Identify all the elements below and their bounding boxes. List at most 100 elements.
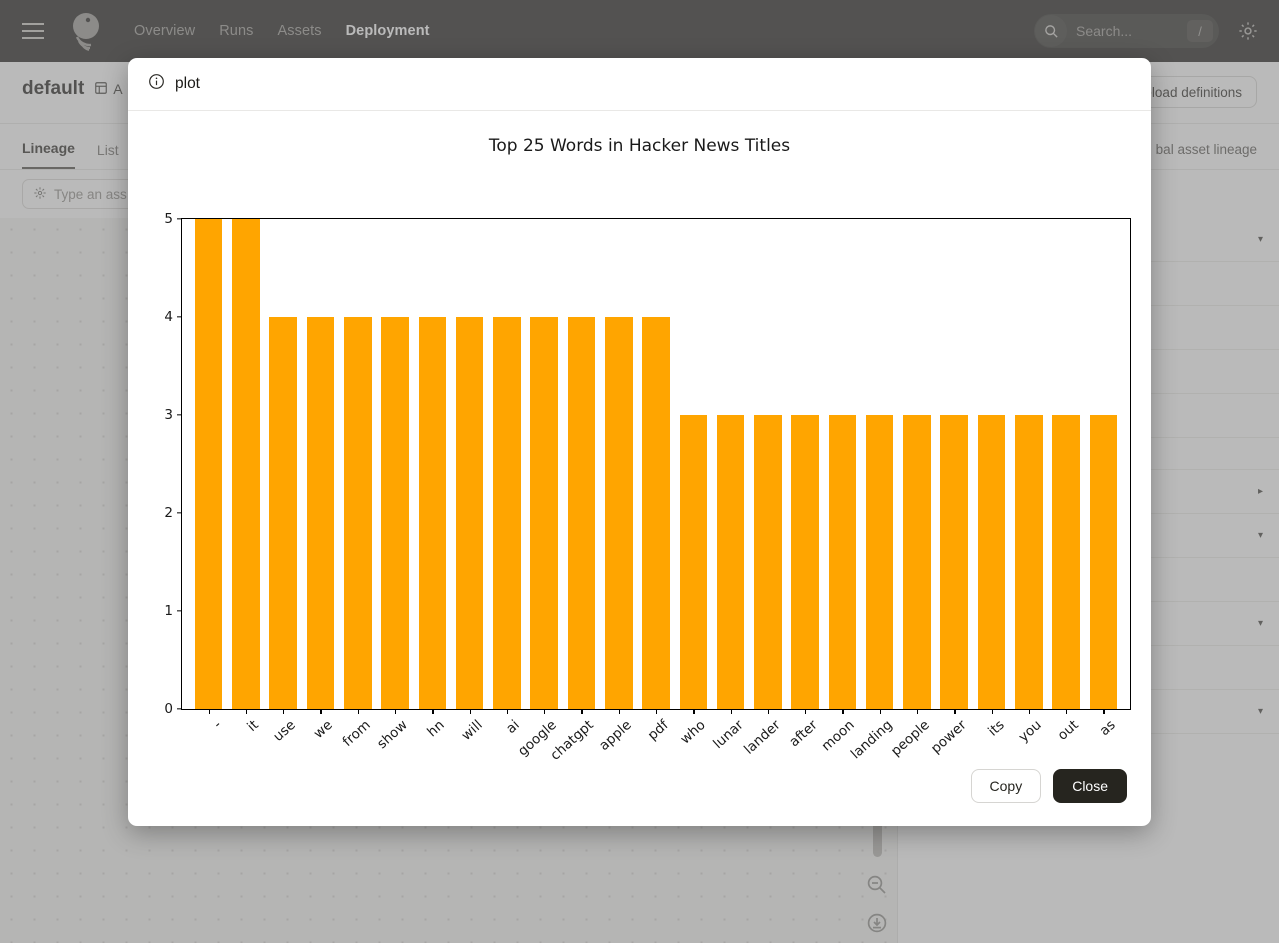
y-axis-tick-label: 0: [164, 701, 173, 717]
x-axis-tick-mark: [1066, 709, 1068, 714]
x-axis-tick-label: ai: [502, 717, 523, 737]
x-axis-tick-label: -: [210, 717, 225, 733]
x-axis-tick-mark: [506, 709, 509, 714]
chart-bar-slot: [1047, 219, 1084, 709]
chart-bars: [182, 219, 1130, 709]
chart-bar-slot: [339, 219, 376, 709]
chart-bar: [530, 317, 558, 709]
chart-bar-slot: [451, 219, 488, 709]
x-axis-tick-label: its: [984, 717, 1008, 740]
y-axis-tick-mark: [177, 218, 182, 220]
x-axis-tick-label: it: [244, 717, 262, 735]
chart-bar-slot: [973, 219, 1010, 709]
chart-bar-slot: [265, 219, 302, 709]
x-axis-tick-mark: [283, 709, 285, 714]
chart-bar-slot: [861, 219, 898, 709]
chart-bar: [865, 415, 894, 709]
info-circle-icon: [148, 73, 165, 95]
x-axis-tick-mark: [767, 709, 770, 714]
chart-bar: [194, 219, 223, 709]
chart-bar: [828, 415, 857, 709]
y-axis-tick-mark: [177, 708, 182, 710]
chart-bar: [977, 415, 1006, 709]
chart-bar-slot: [227, 219, 264, 709]
x-axis-tick-mark: [916, 709, 919, 714]
y-axis-tick-mark: [177, 512, 182, 514]
x-axis-tick-mark: [320, 709, 322, 714]
x-axis-tick-mark: [245, 709, 248, 714]
chart-bar: [306, 317, 335, 709]
plot-dialog: plot Top 25 Words in Hacker News Titles …: [128, 58, 1151, 826]
x-axis-tick-label: pdf: [644, 717, 672, 744]
chart-bar: [716, 415, 745, 709]
x-axis-tick-mark: [842, 709, 844, 714]
x-axis-tick-mark: [954, 709, 956, 714]
x-axis-tick-mark: [879, 709, 881, 714]
chart-bar-slot: [1085, 219, 1122, 709]
chart-bar-slot: [787, 219, 824, 709]
chart-bar-slot: [563, 219, 600, 709]
y-axis-tick-label: 1: [164, 603, 173, 619]
chart-bar: [940, 415, 969, 709]
x-axis-tick-mark: [395, 709, 397, 714]
y-axis-tick-label: 3: [164, 407, 173, 423]
x-axis-tick-mark: [432, 709, 434, 714]
x-axis-tick-mark: [581, 709, 583, 714]
dialog-title: plot: [175, 75, 200, 92]
chart-bar: [343, 317, 372, 709]
chart-title: Top 25 Words in Hacker News Titles: [488, 136, 791, 156]
x-axis-tick-mark: [693, 709, 695, 714]
chart-bar: [567, 317, 596, 709]
chart-bar: [493, 317, 521, 709]
chart-bar-slot: [675, 219, 712, 709]
chart-bar-slot: [190, 219, 227, 709]
x-axis-tick-mark: [730, 709, 732, 714]
x-axis-tick-label: hn: [424, 717, 449, 741]
chart-bar-slot: [637, 219, 674, 709]
y-axis-tick-mark: [177, 610, 182, 612]
chart-bar-slot: [600, 219, 637, 709]
x-axis-tick-mark: [656, 709, 658, 714]
chart-bar-slot: [376, 219, 413, 709]
chart-bar-slot: [488, 219, 525, 709]
dialog-footer: Copy Close: [128, 746, 1151, 826]
x-axis-tick-label: will: [458, 717, 486, 744]
dialog-body: Top 25 Words in Hacker News Titles 0 1 2 3 4…: [128, 111, 1151, 764]
chart-bar: [418, 317, 447, 709]
chart-bar: [604, 317, 633, 709]
x-axis-tick-mark: [544, 709, 546, 714]
dialog-header: plot: [128, 58, 1151, 111]
chart-bar: [232, 219, 260, 709]
chart-bar: [1015, 415, 1043, 709]
x-axis-tick-label: you: [1015, 717, 1045, 746]
chart-bar-slot: [414, 219, 451, 709]
chart-bar: [679, 415, 708, 709]
chart-bar: [381, 317, 409, 709]
chart-bar: [754, 415, 782, 709]
x-axis-tick-label: use: [270, 717, 299, 745]
chart-bar-slot: [824, 219, 861, 709]
x-axis-tick-label: who: [677, 717, 709, 748]
x-axis-tick-label: from: [339, 717, 374, 750]
chart-bar: [1052, 415, 1080, 709]
y-axis-tick-label: 4: [164, 309, 173, 325]
chart-bar-slot: [712, 219, 749, 709]
x-axis-tick-mark: [1028, 709, 1031, 714]
y-axis-tick-mark: [177, 316, 182, 318]
x-axis-tick-mark: [357, 709, 360, 714]
chart-bar: [642, 317, 670, 709]
close-button[interactable]: Close: [1053, 769, 1127, 803]
chart-bar-slot: [526, 219, 563, 709]
copy-button[interactable]: Copy: [970, 769, 1042, 803]
chart-bar-slot: [898, 219, 935, 709]
x-axis-tick-mark: [991, 709, 993, 714]
x-axis-tick-mark: [208, 709, 210, 714]
x-axis-tick-label: after: [786, 717, 821, 751]
x-axis-tick-mark: [618, 709, 621, 714]
chart-bar: [269, 317, 297, 709]
chart-bar-slot: [302, 219, 339, 709]
bar-chart: Top 25 Words in Hacker News Titles 0 1 2 3 4…: [128, 111, 1151, 764]
x-axis-tick-mark: [1103, 709, 1105, 714]
